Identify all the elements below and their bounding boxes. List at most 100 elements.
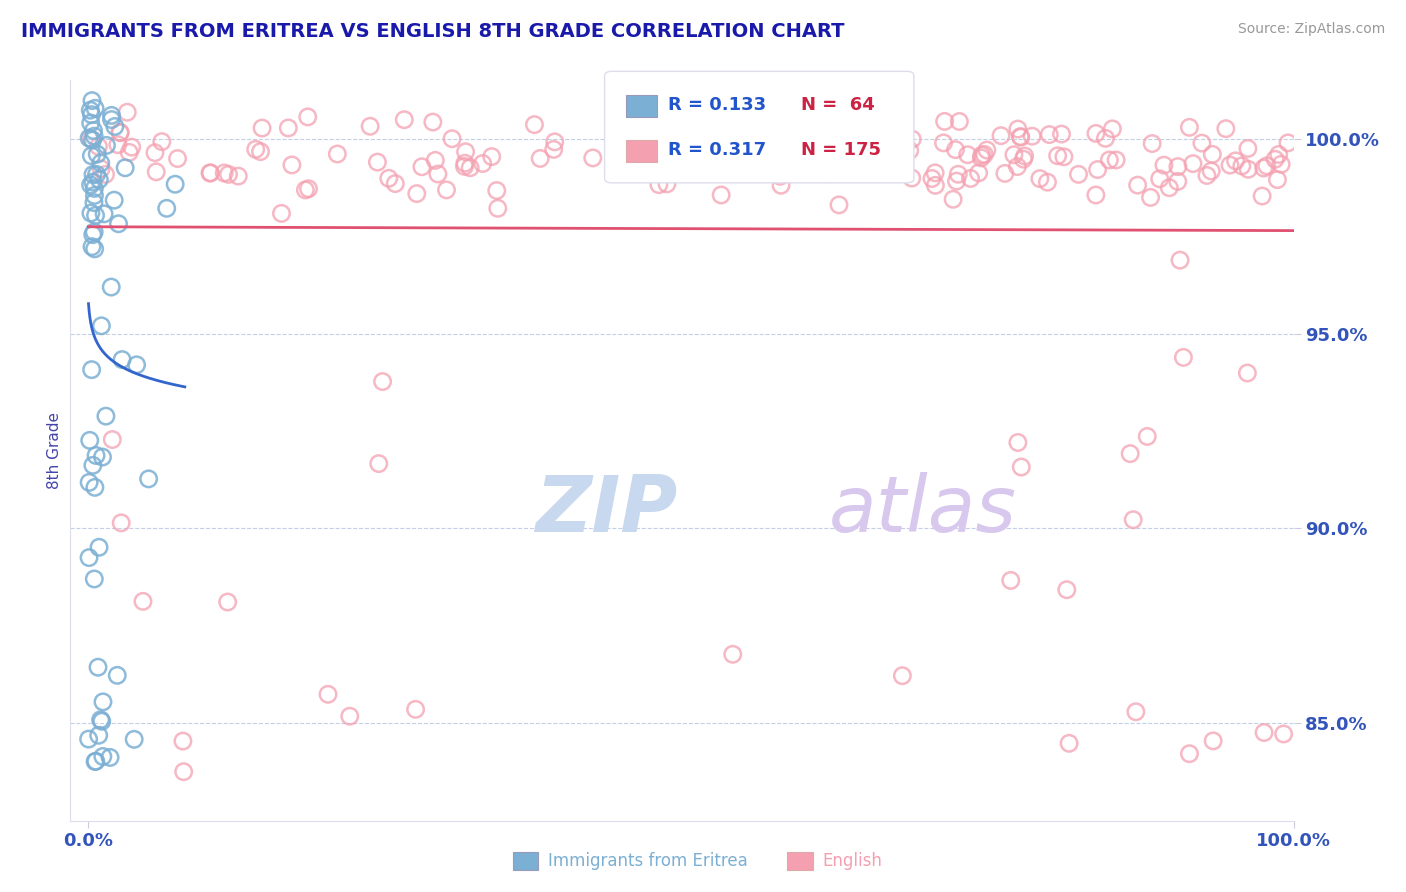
Point [107,137,129,152]
Point [83,188,105,202]
Point [200,166,222,180]
Point [1105,153,1128,167]
Point [83,181,105,195]
Point [769,169,792,184]
Point [1010,130,1032,145]
Point [1219,158,1241,172]
Point [810,128,832,143]
Point [1178,747,1201,761]
Point [1139,190,1161,204]
Point [326,147,349,161]
Point [523,118,546,132]
Point [80,132,103,146]
Point [471,156,494,170]
Point [924,166,946,180]
Point [828,198,851,212]
Point [94,167,117,181]
Point [84,755,107,769]
Point [898,144,921,158]
Point [1053,150,1076,164]
Point [80,108,103,122]
Point [82,175,104,189]
Point [87,728,110,742]
Point [1230,159,1253,173]
Point [87,139,110,153]
Point [77,131,100,145]
Point [110,516,132,530]
Point [89,172,111,186]
Point [165,178,187,192]
Point [80,240,103,254]
Point [948,167,970,181]
Point [297,182,319,196]
Point [454,145,477,159]
Point [900,171,922,186]
Point [218,167,240,181]
Point [1046,149,1069,163]
Point [138,472,160,486]
Point [655,177,678,191]
Point [145,165,167,179]
Point [973,147,995,161]
Point [1094,131,1116,145]
Point [150,135,173,149]
Point [79,103,101,118]
Point [1122,513,1144,527]
Point [100,108,122,122]
Point [1267,147,1289,161]
Point [83,242,105,256]
Point [967,166,990,180]
Point [94,409,117,424]
Point [100,112,122,127]
Point [1014,149,1036,163]
Point [868,120,890,135]
Point [544,135,567,149]
Point [1125,705,1147,719]
Point [212,166,235,180]
Point [107,217,129,231]
Point [250,121,273,136]
Point [970,148,993,162]
Point [77,732,100,747]
Point [281,158,304,172]
Point [934,114,956,128]
Point [1201,147,1223,161]
Point [945,174,967,188]
Point [436,183,458,197]
Point [1267,172,1289,186]
Text: N = 175: N = 175 [801,141,882,159]
Point [1057,736,1080,750]
Point [86,147,108,161]
Point [166,152,188,166]
Text: N =  64: N = 64 [801,95,875,113]
Point [1119,447,1142,461]
Point [738,129,761,144]
Text: R = 0.317: R = 0.317 [668,141,766,159]
Point [82,168,104,182]
Point [1199,164,1222,178]
Point [948,114,970,128]
Point [425,153,447,168]
Point [454,156,477,170]
Point [1038,128,1060,142]
Point [1136,429,1159,443]
Point [1236,366,1258,380]
Point [101,433,124,447]
Point [143,145,166,160]
Point [1253,161,1275,175]
Point [96,138,118,153]
Point [891,668,914,682]
Point [1167,160,1189,174]
Point [818,166,841,180]
Point [921,171,943,186]
Point [1002,147,1025,161]
Point [924,178,946,193]
Point [114,161,136,175]
Point [110,126,132,140]
Point [111,352,134,367]
Point [411,160,433,174]
Point [901,132,924,146]
Point [79,434,101,448]
Point [1007,160,1029,174]
Point [1149,171,1171,186]
